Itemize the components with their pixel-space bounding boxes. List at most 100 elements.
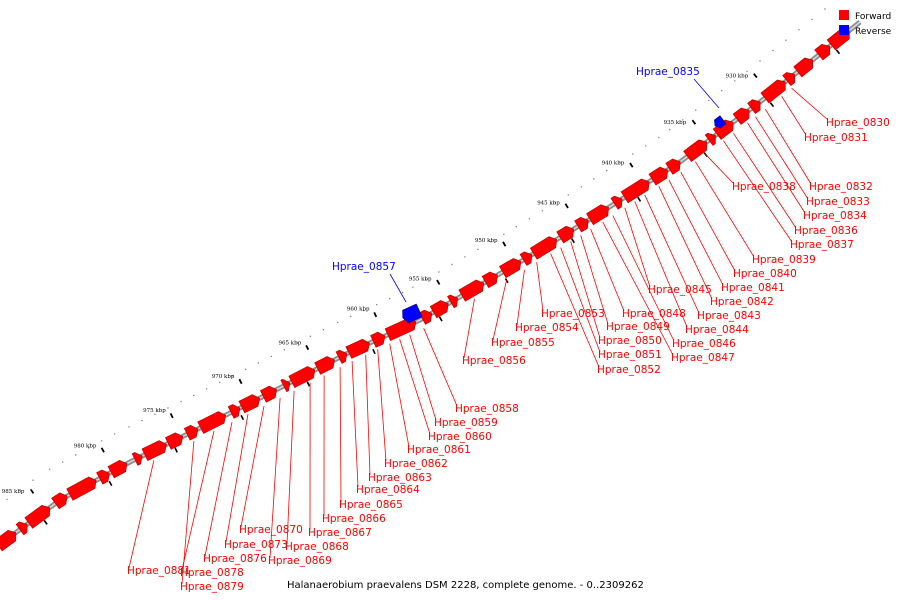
forward-gene-label: Hprae_0836 <box>794 225 858 237</box>
forward-label-leader <box>240 405 265 528</box>
forward-label-leader <box>365 354 371 476</box>
gene-arrows <box>0 28 850 552</box>
ruler-dot <box>257 362 260 364</box>
kbp-ticks: 930 kbp 935 kbp 940 kbp 945 kbp 950 kbp 955 k… <box>2 49 841 525</box>
forward-label-leader <box>680 171 736 272</box>
forward-label-leader <box>765 108 812 185</box>
kbp-tick-label: 975 kbp <box>143 408 166 414</box>
forward-label-leader <box>204 421 233 557</box>
legend-reverse-swatch <box>839 25 849 35</box>
forward-label-leader <box>409 334 437 421</box>
forward-gene-label: Hprae_0865 <box>339 499 403 511</box>
forward-gene-arrow <box>280 378 291 393</box>
forward-gene-arrow <box>519 251 533 266</box>
legend-forward-label: Forward <box>855 12 891 22</box>
ruler-dot <box>658 136 660 139</box>
backbone-tick <box>43 519 48 525</box>
kbp-tick-mark <box>238 378 243 385</box>
forward-label-leader <box>695 161 755 258</box>
ruler-dot <box>49 468 51 470</box>
kbp-tick-mark <box>629 162 634 168</box>
kbp-tick-mark <box>753 73 758 79</box>
forward-gene-label: Hprae_0856 <box>462 355 526 367</box>
forward-gene-label: Hprae_0855 <box>491 337 555 349</box>
kbp-tick-mark <box>100 447 105 453</box>
backbone-tick <box>108 480 113 486</box>
forward-gene-arrow <box>418 309 433 325</box>
ruler-dot <box>350 315 352 318</box>
forward-gene-arrow <box>793 57 814 78</box>
backbone-tick <box>769 102 775 108</box>
reverse-label-leader <box>389 273 407 303</box>
forward-gene-arrow <box>51 492 68 510</box>
ruler-dot <box>337 321 339 324</box>
ruler-dot <box>593 178 595 180</box>
forward-gene-label: Hprae_0845 <box>648 284 712 296</box>
ruler-dot <box>167 407 169 409</box>
forward-gene-label: Hprae_0867 <box>308 527 372 539</box>
forward-gene-arrow <box>782 72 796 87</box>
forward-label-leader <box>516 269 525 326</box>
forward-gene-arrow <box>131 452 143 466</box>
forward-gene-arrow <box>227 404 241 419</box>
forward-gene-label: Hprae_0833 <box>806 196 870 208</box>
ruler-dot <box>695 109 697 111</box>
forward-gene-arrow <box>238 394 261 414</box>
ruler-dot <box>708 99 710 102</box>
ruler-dot <box>541 210 543 212</box>
ruler-dot <box>464 256 466 258</box>
ruler-dot <box>402 292 404 294</box>
kbp-tick-label: 960 kbp <box>347 306 370 312</box>
ruler-dot <box>309 335 312 337</box>
forward-label-leader <box>705 153 735 185</box>
ruler-dot <box>669 129 671 131</box>
forward-gene-arrow <box>197 411 227 434</box>
forward-gene-label: Hprae_0843 <box>697 310 761 322</box>
forward-label-leader <box>351 360 359 488</box>
ruler-dot <box>619 161 621 164</box>
backbone-tick <box>835 49 841 55</box>
kbp-tick-mark <box>502 241 507 247</box>
forward-gene-arrow <box>335 349 348 364</box>
ruler-dot <box>193 394 195 397</box>
forward-gene-label: Hprae_0862 <box>384 458 448 470</box>
forward-gene-arrow <box>458 279 485 302</box>
forward-gene-arrow <box>620 178 650 204</box>
forward-label-leader <box>668 179 724 286</box>
ruler-dot <box>154 413 156 415</box>
forward-gene-label: Hprae_0864 <box>356 484 420 496</box>
ruler-dot <box>632 153 634 155</box>
ruler-dot <box>746 70 748 73</box>
forward-gene-label: Hprae_0842 <box>710 296 774 308</box>
ruler-dot <box>772 49 774 52</box>
forward-label-leader <box>423 328 458 407</box>
gene-labels: Hprae_0830 Hprae_0831 Hprae_0832 Hprae_0833… <box>127 66 890 593</box>
forward-gene-arrow <box>498 258 522 279</box>
ruler-dot <box>682 119 684 121</box>
ruler-dot <box>376 303 378 306</box>
ruler-dot <box>759 60 761 62</box>
ruler-dot <box>721 90 723 92</box>
forward-gene-arrow <box>0 529 17 552</box>
ruler-dot <box>425 278 427 281</box>
ruler-dot <box>128 426 130 428</box>
ruler-dots <box>6 8 826 501</box>
forward-gene-arrow <box>429 300 449 319</box>
forward-gene-label: Hprae_0853 <box>541 308 605 320</box>
forward-gene-label: Hprae_0863 <box>368 472 432 484</box>
ruler-dot <box>232 375 234 377</box>
kbp-tick-label: 970 kbp <box>212 374 235 380</box>
forward-gene-label: Hprae_0866 <box>322 513 386 525</box>
forward-gene-label: Hprae_0838 <box>732 181 796 193</box>
kbp-tick-mark <box>373 312 378 318</box>
ruler-dot <box>645 145 647 147</box>
ruler-dot <box>734 80 736 82</box>
forward-gene-arrow <box>665 158 681 175</box>
forward-gene-label: Hprae_0849 <box>606 321 670 333</box>
forward-label-leader <box>644 194 700 314</box>
forward-gene-label: Hprae_0881 <box>127 565 191 577</box>
backbone-tick <box>571 238 575 244</box>
forward-gene-arrow <box>683 139 708 163</box>
forward-gene-arrow <box>529 236 558 260</box>
backbone-tick <box>306 381 311 387</box>
